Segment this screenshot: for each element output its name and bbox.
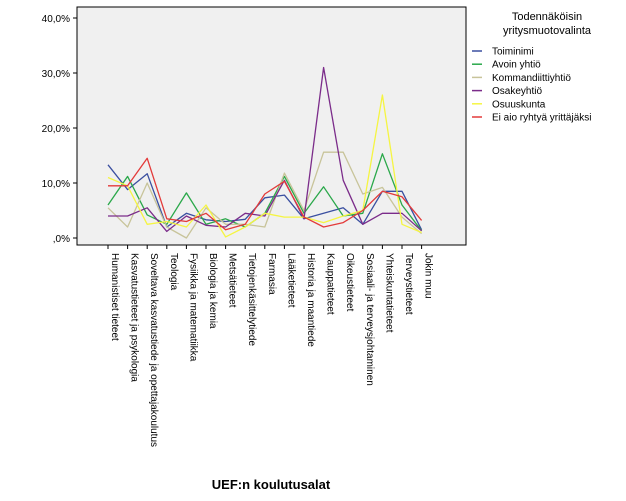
x-category-label: Kauppatieteet bbox=[325, 253, 336, 315]
legend: Todennäköisin yritysmuotovalinta Toiminimi… bbox=[472, 11, 592, 124]
legend-entry: Ei aio ryhtyä yrittäjäksi bbox=[492, 113, 591, 124]
y-tick-label: 30,0% bbox=[42, 69, 70, 80]
legend-entry: Avoin yhtiö bbox=[492, 60, 541, 71]
x-category-label: Metsätieteet bbox=[227, 253, 238, 308]
x-category-label: Oikeustieteet bbox=[344, 253, 355, 312]
series-layer bbox=[107, 66, 423, 239]
legend-title-line-1: Todennäköisin bbox=[512, 11, 582, 23]
x-category-label: Lääketieteet bbox=[285, 253, 296, 308]
legend-entry: Osakeyhtiö bbox=[492, 86, 542, 97]
legend-entry: Osuuskunta bbox=[492, 99, 546, 110]
legend-entry: Toiminimi bbox=[492, 47, 534, 58]
legend-entry: Kommandiittiyhtiö bbox=[492, 73, 571, 84]
x-category-label: Historia ja maantiede bbox=[305, 253, 316, 347]
y-tick-label: 20,0% bbox=[42, 124, 70, 135]
legend-title-line-2: yritysmuotovalinta bbox=[503, 25, 592, 37]
x-category-label: Terveystieteet bbox=[403, 253, 414, 315]
series-line-5 bbox=[107, 94, 422, 238]
x-category-label: Fysiikka ja matematiikka bbox=[187, 253, 198, 362]
x-category-label: Sosiaali- ja terveysjohtaminen bbox=[364, 253, 375, 386]
x-category-label: Humanistiset tieteet bbox=[109, 253, 120, 341]
y-tick-label: 10,0% bbox=[42, 179, 70, 190]
x-category-label: Jokin muu bbox=[423, 253, 434, 299]
x-axis: Humanistiset tieteet Kasvatustieteet ja p… bbox=[107, 245, 434, 447]
x-axis-label: UEF:n koulutusalat bbox=[212, 477, 331, 492]
x-category-label: Farmasia bbox=[266, 253, 277, 295]
series-line-6 bbox=[108, 157, 423, 231]
x-category-label: Yhteiskuntatieteet bbox=[383, 253, 394, 333]
x-category-label: Teologia bbox=[168, 253, 179, 291]
y-tick-label: 40,0% bbox=[42, 14, 70, 25]
x-category-label: Soveltava kasvatustiede ja opettajakoulu… bbox=[148, 253, 159, 447]
series-line-4 bbox=[108, 66, 423, 233]
x-category-label: Kasvatustieteet ja psykologia bbox=[129, 253, 140, 382]
series-line-1 bbox=[107, 164, 423, 231]
y-tick-label: ,0% bbox=[53, 234, 70, 245]
x-category-label: Biologia ja kemia bbox=[207, 253, 218, 329]
x-category-label: Tietojenkäsittelytiede bbox=[246, 253, 257, 346]
y-axis: 40,0% 30,0% 20,0% 10,0% ,0% bbox=[42, 14, 77, 245]
series-line-3 bbox=[107, 151, 423, 239]
